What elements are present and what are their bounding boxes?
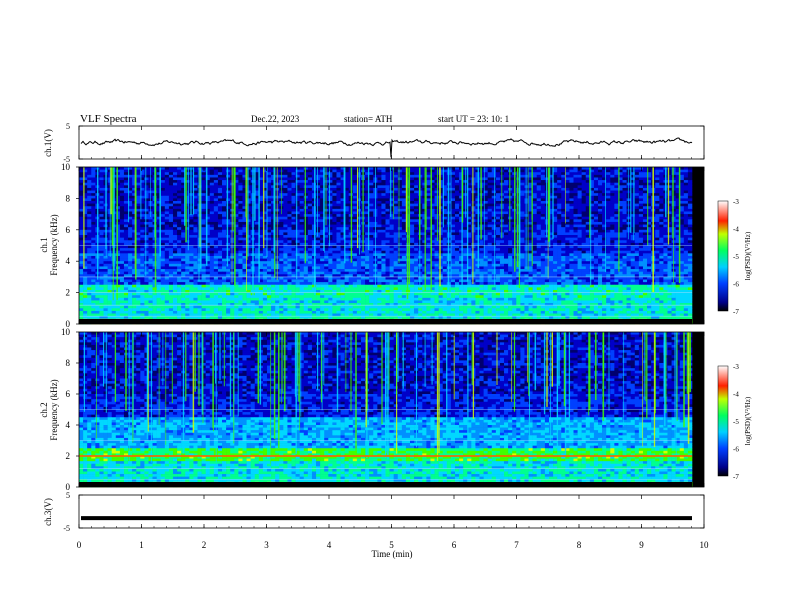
- date-label: Dec.22, 2023: [251, 114, 300, 124]
- x-tick-label: 4: [327, 540, 332, 550]
- spec1-ylabel: Frequency (kHz): [49, 214, 59, 275]
- colorbar-tick-label: -5: [733, 418, 739, 426]
- colorbar-tick-label: -7: [733, 308, 739, 316]
- colorbar-tick-label: -3: [733, 363, 739, 371]
- y-tick-label: 10: [61, 162, 71, 172]
- x-tick-label: 7: [514, 540, 519, 550]
- colorbar-tick-label: -6: [733, 446, 739, 454]
- ch1-ylabel: ch.1(V): [43, 129, 53, 157]
- colorbar-tick-label: -6: [733, 281, 739, 289]
- x-tick-label: 5: [389, 540, 394, 550]
- y-tick-label: 4: [66, 420, 71, 430]
- ch1-spectrogram: [79, 167, 693, 325]
- chart-title: VLF Spectra: [80, 113, 137, 125]
- ch1-waveform-line: [80, 137, 693, 158]
- ch2-spectrogram: [79, 332, 693, 488]
- y-tick-label: 8: [66, 358, 71, 368]
- x-tick-label: 2: [202, 540, 207, 550]
- x-tick-label: 6: [452, 540, 457, 550]
- x-tick-label: 1: [139, 540, 144, 550]
- axis-ticks: 0 1 2 3 4 5 6 7 8 9 105-55-502468100246810-3-4-5-6…: [61, 122, 739, 550]
- x-tick-label: 3: [264, 540, 269, 550]
- x-tick-label: 10: [700, 540, 710, 550]
- colorbar-tick-label: -5: [733, 253, 739, 261]
- colorbar-1: [717, 200, 729, 312]
- colorbar-tick-label: -3: [733, 198, 739, 206]
- y-tick-label: 0: [66, 482, 71, 492]
- x-axis-label: Time (min): [372, 549, 413, 559]
- colorbar-tick-label: -4: [733, 226, 739, 234]
- spec1-channel-label: ch.1: [39, 237, 49, 252]
- colorbar-tick-label: -7: [733, 473, 739, 481]
- ch3-ylabel: ch.3(V): [43, 498, 53, 526]
- spec2-channel-label: ch.2: [39, 402, 49, 417]
- colorbar-2-label: log(PSD)(V²/Hz): [744, 396, 752, 445]
- y-tick-label: 8: [66, 193, 71, 203]
- x-tick-label: 8: [577, 540, 582, 550]
- y-tick-label: 2: [66, 288, 71, 298]
- colorbar-2: [717, 365, 729, 477]
- y-tick-label: 6: [66, 389, 71, 399]
- y-tick-label: 5: [66, 122, 70, 131]
- y-tick-label: 0: [66, 319, 71, 329]
- ch3-waveform-frame: [78, 494, 705, 529]
- spec2-ylabel: Frequency (kHz): [49, 379, 59, 440]
- y-tick-label: 4: [66, 256, 71, 266]
- y-tick-label: -5: [63, 155, 70, 164]
- y-tick-label: 5: [66, 491, 70, 500]
- x-tick-label: 9: [639, 540, 644, 550]
- station-label: station= ATH: [344, 114, 393, 124]
- start-time-label: start UT = 23: 10: 1: [438, 114, 510, 124]
- y-tick-label: 10: [61, 327, 71, 337]
- y-tick-label: 2: [66, 451, 71, 461]
- y-tick-label: -5: [63, 524, 70, 533]
- x-tick-label: 0: [77, 540, 82, 550]
- colorbar-1-label: log(PSD)(V²/Hz): [744, 231, 752, 280]
- y-tick-label: 6: [66, 225, 71, 235]
- colorbar-tick-label: -4: [733, 391, 739, 399]
